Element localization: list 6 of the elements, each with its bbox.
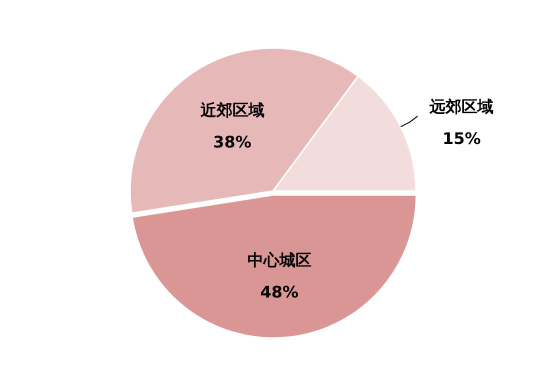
slice-label: 中心城区 — [247, 250, 312, 270]
data-label: 48% — [260, 282, 299, 302]
data-label: 15% — [442, 129, 481, 148]
slice-label: 近郊区域 — [199, 100, 264, 120]
slice-label: 远郊区域 — [428, 97, 494, 116]
data-label: 38% — [213, 132, 252, 152]
